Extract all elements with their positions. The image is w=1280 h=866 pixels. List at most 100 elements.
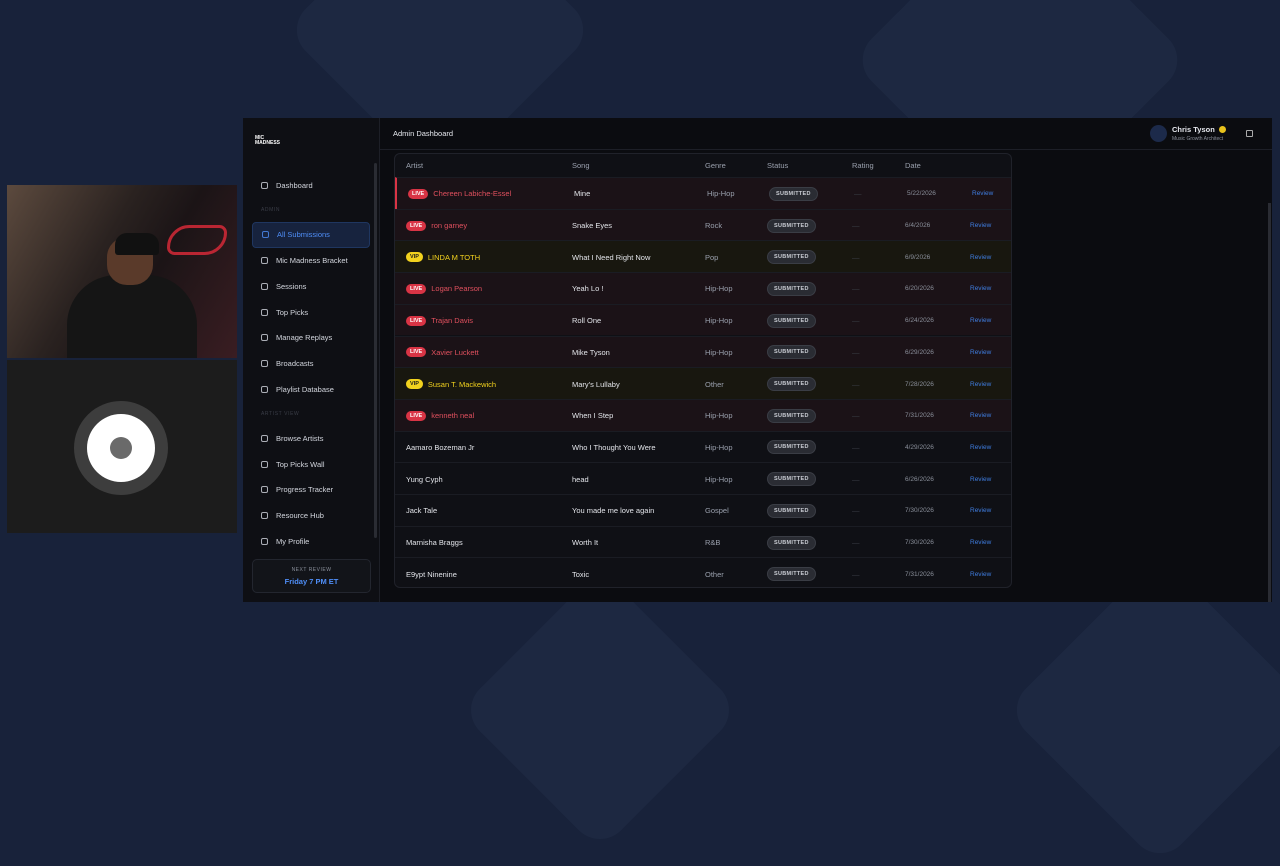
status-pill: SUBMITTED — [767, 218, 816, 233]
status-cell: SUBMITTED — [767, 495, 816, 527]
review-link[interactable]: Review — [970, 507, 992, 515]
badge: LIVE — [408, 188, 429, 199]
review-link[interactable]: Review — [970, 570, 992, 578]
rating: — — [852, 347, 860, 357]
rating-cell: — — [852, 463, 860, 495]
table-row: LIVE ron garney Snake Eyes Rock SUBMITTED — 6/… — [395, 208, 1011, 242]
review-link[interactable]: Review — [970, 317, 992, 325]
nav-item[interactable]: Top Picks Wall — [252, 451, 370, 477]
rating: — — [852, 442, 860, 452]
genre-cell: R&B — [705, 527, 720, 559]
artist-name: Jack Tale — [406, 506, 438, 516]
date-cell: 6/24/2026 — [905, 305, 934, 337]
rating: — — [852, 379, 860, 389]
nav-label: Top Picks Wall — [276, 459, 325, 469]
status-pill: SUBMITTED — [767, 503, 816, 518]
song: Mary's Lullaby — [572, 379, 620, 389]
nav-item[interactable]: Manage Replays — [252, 325, 370, 351]
review-link[interactable]: Review — [970, 348, 992, 356]
date-cell: 5/22/2026 — [907, 178, 936, 210]
rating-cell: — — [852, 558, 860, 587]
genre: Hip-Hop — [707, 189, 735, 199]
top-bar: Admin Dashboard Chris Tyson Music Growth… — [380, 118, 1272, 150]
nav-item[interactable]: Playlist Database — [252, 377, 370, 403]
review-link[interactable]: Review — [970, 380, 992, 388]
rating-cell: — — [854, 178, 862, 210]
nav-icon — [261, 308, 268, 316]
date-cell: 7/28/2026 — [905, 368, 934, 400]
nav-item[interactable]: Dashboard — [252, 173, 370, 199]
table-row: LIVE Chereen Labiche-Essel Mine Hip-Hop SUBM… — [395, 177, 1011, 210]
review-link[interactable]: Review — [970, 475, 992, 483]
logout-button[interactable] — [1246, 130, 1253, 137]
nav-item[interactable]: Top Picks — [252, 299, 370, 325]
scrollbar — [374, 163, 377, 538]
nav-item[interactable]: Mic Madness Bracket — [252, 248, 370, 274]
app-window: MIC MADNESS Dashboard ADMIN All Submission… — [243, 118, 1272, 602]
date-cell: 6/29/2026 — [905, 337, 934, 369]
review-link[interactable]: Review — [970, 253, 992, 261]
genre: Hip-Hop — [705, 442, 733, 452]
status-pill: SUBMITTED — [767, 408, 816, 423]
status-pill: SUBMITTED — [767, 535, 816, 550]
genre: Hip-Hop — [705, 316, 733, 326]
nav-label: Browse Artists — [276, 433, 324, 443]
date-cell: 7/30/2026 — [905, 527, 934, 559]
user-role: Music Growth Architect — [1172, 136, 1224, 142]
action-cell: Review — [970, 305, 991, 337]
action-cell: Review — [970, 495, 991, 527]
user-avatar[interactable] — [1150, 125, 1167, 142]
nav-item[interactable]: Progress Tracker — [252, 477, 370, 503]
review-link[interactable]: Review — [972, 190, 994, 198]
date: 4/29/2026 — [905, 443, 934, 451]
action-cell: Review — [970, 527, 991, 559]
date: 7/31/2026 — [905, 570, 934, 578]
nav-label: Dashboard — [276, 181, 313, 191]
genre: Pop — [705, 252, 719, 262]
genre: Hip-Hop — [705, 474, 733, 484]
rating: — — [852, 316, 860, 326]
person — [67, 275, 197, 358]
nav-item[interactable]: My Profile — [252, 529, 370, 555]
artist-cell: Aamaro Bozeman Jr — [406, 432, 474, 464]
nav-item[interactable]: Browse Artists — [252, 425, 370, 451]
song-cell: head — [572, 463, 589, 495]
nav-item[interactable]: Resource Hub — [252, 503, 370, 529]
genre-cell: Pop — [705, 241, 718, 273]
table-row: VIP LINDA M TOTH What I Need Right Now Pop S… — [395, 240, 1011, 273]
review-link[interactable]: Review — [970, 222, 992, 230]
rating-cell: — — [852, 241, 860, 273]
column-header: Date — [905, 161, 921, 170]
song-cell: Roll One — [572, 305, 601, 337]
nav-item[interactable]: Sessions — [252, 273, 370, 299]
artist-cell: E9ypt Ninenine — [406, 558, 457, 587]
nav-label: Mic Madness Bracket — [276, 255, 348, 265]
table-row: LIVE Logan Pearson Yeah Lo ! Hip-Hop SUBMITT… — [395, 272, 1011, 305]
review-link[interactable]: Review — [970, 285, 992, 293]
nav-icon — [261, 282, 268, 290]
status-pill: SUBMITTED — [767, 377, 816, 392]
nav-item[interactable]: Broadcasts — [252, 351, 370, 377]
genre: Hip-Hop — [705, 411, 733, 421]
song-cell: Yeah Lo ! — [572, 273, 603, 305]
nav-icon — [261, 537, 268, 545]
nav-item[interactable]: All Submissions — [252, 221, 370, 248]
song: Yeah Lo ! — [572, 284, 604, 294]
nav: Dashboard ADMIN All Submissions Mic Madness… — [252, 173, 370, 554]
review-link[interactable]: Review — [970, 443, 992, 451]
artist-cell: LIVE ron garney — [406, 210, 467, 242]
genre-cell: Other — [705, 368, 724, 400]
rating: — — [852, 411, 860, 421]
genre-cell: Hip-Hop — [707, 178, 735, 210]
review-link[interactable]: Review — [970, 539, 992, 547]
nav-label: Progress Tracker — [276, 485, 334, 495]
review-link[interactable]: Review — [970, 412, 992, 420]
status-cell: SUBMITTED — [767, 558, 816, 587]
artist-cell: LIVE kenneth neal — [406, 400, 474, 432]
user-badge — [1219, 126, 1226, 133]
rating: — — [854, 189, 862, 199]
badge: LIVE — [406, 220, 427, 231]
status-cell: SUBMITTED — [767, 210, 816, 242]
song-cell: Mary's Lullaby — [572, 368, 620, 400]
song: Snake Eyes — [572, 221, 613, 231]
